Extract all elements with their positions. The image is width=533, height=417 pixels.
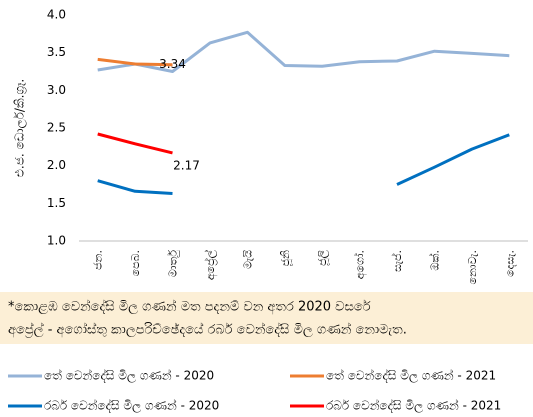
y-tick-label: 3.0 (47, 83, 66, 97)
x-tick-label: මාර්තු (167, 250, 180, 277)
series-line (97, 57, 173, 67)
series-line (97, 133, 510, 195)
note-line: *කොළඹ වෙන්දේසි මිල ගණන් මත පදනම් වන අතර … (8, 298, 371, 314)
y-tick-label: 3.5 (47, 45, 66, 59)
y-axis-label: එ.ජ. ඩොලර්/කි.ග්‍රෑ. (13, 79, 28, 177)
y-tick-label: 1.0 (47, 234, 66, 248)
y-tick-label: 2.0 (47, 158, 66, 172)
y-tick-label: 4.0 (47, 8, 66, 22)
y-tick-label: 2.5 (47, 121, 66, 135)
legend-label: රබර් වෙන්දේසි මිල ගණන් - 2020 (44, 398, 219, 413)
y-tick-label: 1.5 (47, 196, 66, 210)
legend-label: තේ වෙන්දේසි මිල ගණන් - 2020 (44, 368, 214, 383)
x-tick-label: ජූලි (316, 249, 330, 266)
series-line (97, 30, 510, 73)
legend-label: තේ වෙන්දේසි මිල ගණන් - 2021 (326, 368, 496, 383)
x-tick-label: පෙබ. (129, 250, 142, 276)
x-tick-label: අප්‍රේල් (203, 249, 218, 280)
series-line (97, 132, 173, 155)
x-tick-label: අගෝ. (353, 250, 368, 279)
data-label: 3.34 (159, 57, 186, 71)
x-tick-label: මැයි (241, 250, 254, 269)
x-tick-label: නොවැ. (466, 250, 479, 285)
x-tick-label: සැප්. (390, 250, 404, 272)
x-tick-label: ජූනි (279, 250, 292, 267)
legend-label: රබර් වෙන්දේසි මිල ගණන් - 2021 (326, 398, 501, 413)
data-label: 2.17 (173, 158, 200, 172)
note-box (0, 292, 533, 344)
x-tick-label: ඔක්. (427, 250, 441, 271)
x-tick-label: දෙසැ. (503, 250, 516, 277)
x-tick-label: ජන. (92, 250, 105, 270)
note-line: අප්‍රේල් - අගෝස්තු කාලපරිච්ඡේදයේ රබර් වෙ… (8, 321, 407, 337)
